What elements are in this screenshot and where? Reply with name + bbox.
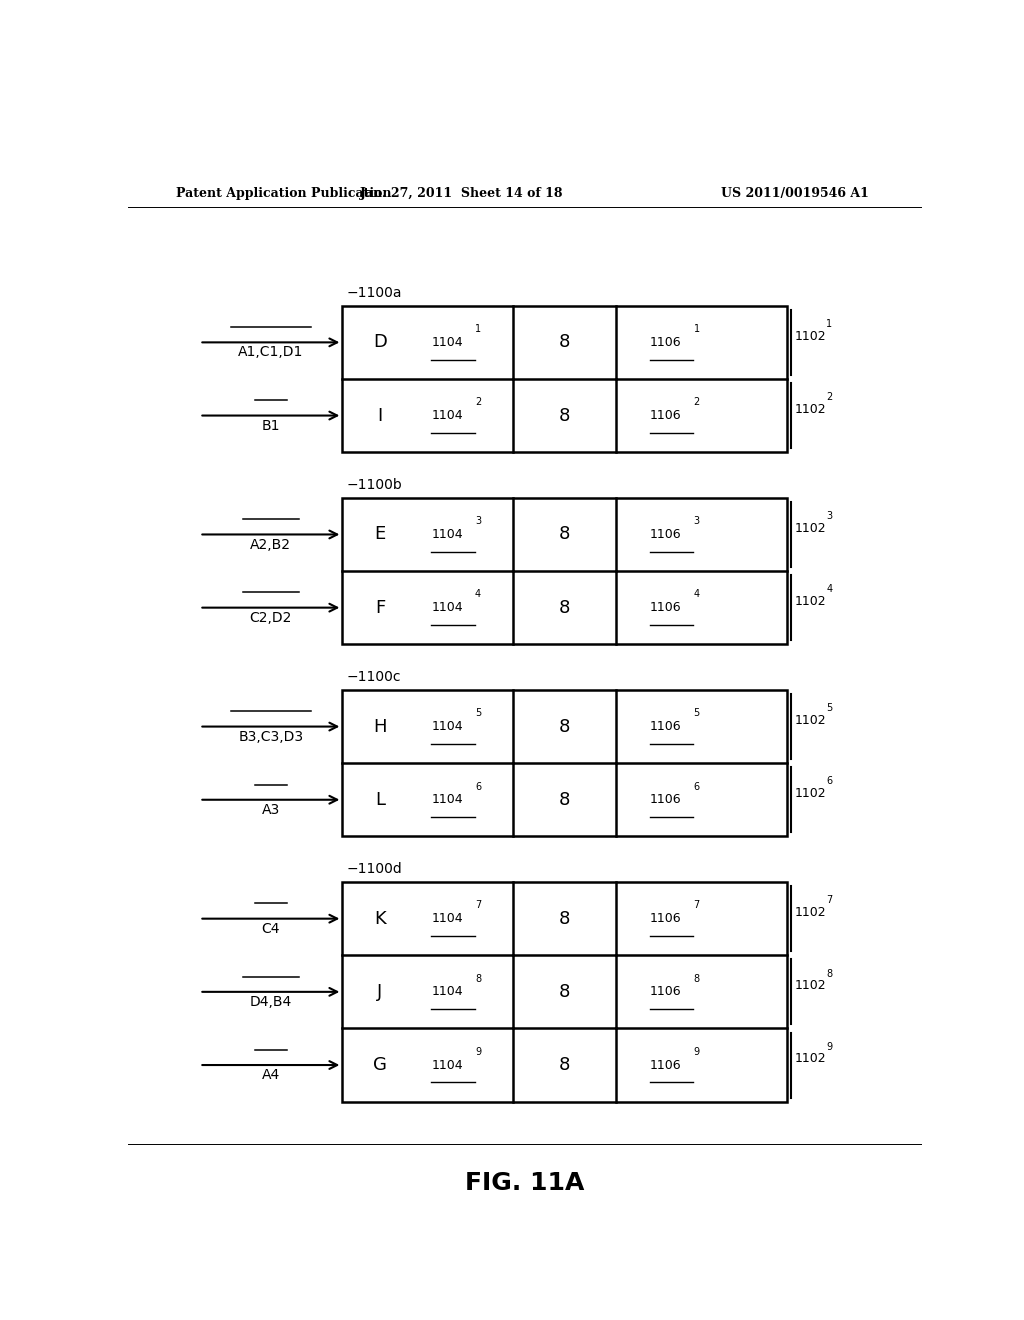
- Text: D: D: [373, 334, 387, 351]
- Text: 1106: 1106: [650, 1059, 681, 1072]
- Text: 1106: 1106: [650, 985, 681, 998]
- Text: 1104: 1104: [431, 409, 463, 422]
- Text: 1104: 1104: [431, 912, 463, 925]
- Text: 1104: 1104: [431, 601, 463, 614]
- Text: 8: 8: [559, 407, 570, 425]
- Bar: [342, 882, 786, 1102]
- Bar: [342, 498, 786, 644]
- Text: 1106: 1106: [650, 601, 681, 614]
- Text: FIG. 11A: FIG. 11A: [465, 1171, 585, 1195]
- Text: 4: 4: [826, 585, 833, 594]
- Bar: [342, 306, 786, 453]
- Text: 1104: 1104: [431, 721, 463, 733]
- Text: 1104: 1104: [431, 793, 463, 807]
- Text: 6: 6: [693, 781, 699, 792]
- Text: D4,B4: D4,B4: [250, 995, 292, 1008]
- Bar: [342, 690, 786, 837]
- Text: 1104: 1104: [431, 1059, 463, 1072]
- Text: 7: 7: [826, 895, 833, 906]
- Text: G: G: [373, 1056, 387, 1074]
- Text: 1106: 1106: [650, 793, 681, 807]
- Text: 8: 8: [559, 334, 570, 351]
- Text: −1100d: −1100d: [346, 862, 402, 876]
- Text: 1: 1: [693, 325, 699, 334]
- Text: A4: A4: [262, 1068, 280, 1082]
- Text: −1100c: −1100c: [346, 669, 400, 684]
- Text: L: L: [375, 791, 385, 809]
- Text: 8: 8: [559, 791, 570, 809]
- Text: H: H: [373, 718, 387, 735]
- Text: 8: 8: [559, 1056, 570, 1074]
- Text: 1102: 1102: [795, 714, 826, 727]
- Text: Jan. 27, 2011  Sheet 14 of 18: Jan. 27, 2011 Sheet 14 of 18: [359, 187, 563, 201]
- Text: 1104: 1104: [431, 335, 463, 348]
- Text: 1: 1: [826, 319, 833, 329]
- Text: 2: 2: [826, 392, 833, 403]
- Text: US 2011/0019546 A1: US 2011/0019546 A1: [721, 187, 868, 201]
- Text: 8: 8: [475, 974, 481, 983]
- Text: C2,D2: C2,D2: [250, 611, 292, 624]
- Text: 4: 4: [475, 590, 481, 599]
- Text: 8: 8: [559, 909, 570, 928]
- Text: 6: 6: [826, 776, 833, 787]
- Text: J: J: [377, 983, 383, 1001]
- Text: 7: 7: [475, 900, 481, 911]
- Text: 9: 9: [475, 1047, 481, 1057]
- Text: 3: 3: [693, 516, 699, 527]
- Text: 1106: 1106: [650, 721, 681, 733]
- Text: 3: 3: [826, 511, 833, 521]
- Text: 1: 1: [475, 325, 481, 334]
- Text: 8: 8: [693, 974, 699, 983]
- Text: A2,B2: A2,B2: [250, 537, 292, 552]
- Text: 1102: 1102: [795, 906, 826, 919]
- Text: 2: 2: [475, 397, 481, 408]
- Text: 1102: 1102: [795, 979, 826, 993]
- Text: 1102: 1102: [795, 595, 826, 609]
- Text: 1104: 1104: [431, 528, 463, 541]
- Text: B1: B1: [261, 418, 281, 433]
- Text: 1106: 1106: [650, 409, 681, 422]
- Text: E: E: [375, 525, 386, 544]
- Text: 4: 4: [693, 590, 699, 599]
- Text: 1102: 1102: [795, 787, 826, 800]
- Text: Patent Application Publication: Patent Application Publication: [176, 187, 391, 201]
- Text: 8: 8: [559, 599, 570, 616]
- Text: 1102: 1102: [795, 1052, 826, 1065]
- Text: 6: 6: [475, 781, 481, 792]
- Text: 8: 8: [559, 525, 570, 544]
- Text: 1104: 1104: [431, 985, 463, 998]
- Text: 1106: 1106: [650, 912, 681, 925]
- Text: 1102: 1102: [795, 521, 826, 535]
- Text: 8: 8: [559, 718, 570, 735]
- Text: 8: 8: [826, 969, 833, 978]
- Text: 5: 5: [826, 704, 833, 713]
- Text: 5: 5: [693, 709, 699, 718]
- Text: 3: 3: [475, 516, 481, 527]
- Text: 2: 2: [693, 397, 699, 408]
- Text: A1,C1,D1: A1,C1,D1: [239, 346, 303, 359]
- Text: 1106: 1106: [650, 528, 681, 541]
- Text: C4: C4: [261, 921, 281, 936]
- Text: −1100b: −1100b: [346, 478, 402, 492]
- Text: 1102: 1102: [795, 403, 826, 416]
- Text: 1102: 1102: [795, 330, 826, 343]
- Text: I: I: [377, 407, 383, 425]
- Text: 1106: 1106: [650, 335, 681, 348]
- Text: F: F: [375, 599, 385, 616]
- Text: B3,C3,D3: B3,C3,D3: [239, 730, 303, 743]
- Text: K: K: [374, 909, 386, 928]
- Text: −1100a: −1100a: [346, 285, 401, 300]
- Text: 5: 5: [475, 709, 481, 718]
- Text: 8: 8: [559, 983, 570, 1001]
- Text: 9: 9: [693, 1047, 699, 1057]
- Text: A3: A3: [262, 803, 280, 817]
- Text: 9: 9: [826, 1041, 833, 1052]
- Text: 7: 7: [693, 900, 699, 911]
